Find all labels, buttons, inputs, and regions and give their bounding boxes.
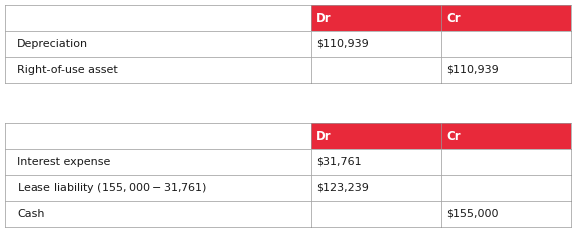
Text: Depreciation: Depreciation [17, 39, 88, 49]
Text: $110,939: $110,939 [316, 39, 369, 49]
Text: $155,000: $155,000 [446, 209, 498, 219]
Text: Cr: Cr [446, 130, 461, 143]
Text: Lease liability ($155,000-$31,761): Lease liability ($155,000-$31,761) [17, 181, 207, 195]
Text: Cr: Cr [446, 12, 461, 24]
Text: Interest expense: Interest expense [17, 157, 111, 167]
Text: Right-of-use asset: Right-of-use asset [17, 65, 118, 75]
Text: $110,939: $110,939 [446, 65, 499, 75]
Text: Dr: Dr [316, 130, 331, 143]
Text: Dr: Dr [316, 12, 331, 24]
Text: Cash: Cash [17, 209, 45, 219]
Text: $123,239: $123,239 [316, 183, 369, 193]
Text: $31,761: $31,761 [316, 157, 362, 167]
